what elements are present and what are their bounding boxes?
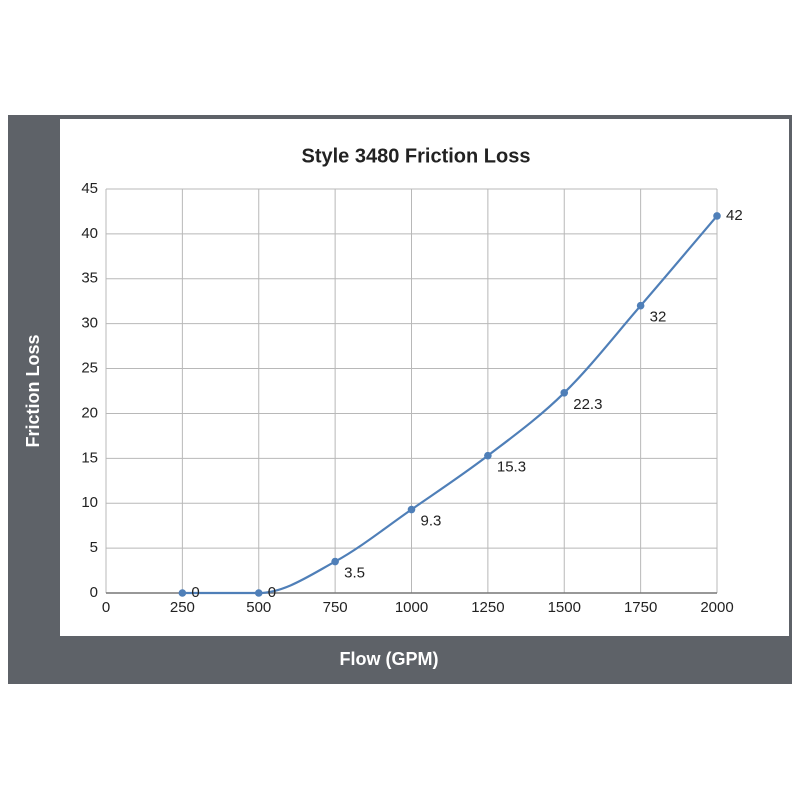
x-tick-label: 500 xyxy=(246,599,271,616)
x-tick-label: 750 xyxy=(323,599,348,616)
point xyxy=(331,557,339,566)
y-tick-label: 35 xyxy=(81,270,98,287)
x-tick-label: 1000 xyxy=(395,599,428,616)
chart-title: Style 3480 Friction Loss xyxy=(302,145,531,167)
point xyxy=(713,212,721,220)
y-tick-label: 25 xyxy=(81,360,98,377)
plot-panel xyxy=(60,119,789,636)
data-label: 32 xyxy=(650,309,667,326)
point xyxy=(636,301,645,310)
data-label: 0 xyxy=(268,584,276,601)
x-tick-label: 2000 xyxy=(700,599,733,616)
x-tick-label: 0 xyxy=(102,599,110,616)
y-tick-label: 45 xyxy=(81,180,98,197)
data-label: 0 xyxy=(191,584,199,601)
point xyxy=(254,589,263,597)
data-label: 3.5 xyxy=(344,565,365,582)
point xyxy=(484,451,492,460)
x-axis-title: Flow (GPM) xyxy=(340,649,439,669)
data-label: 15.3 xyxy=(497,459,526,476)
x-tick-label: 250 xyxy=(170,599,195,616)
y-tick-label: 15 xyxy=(81,449,98,466)
y-tick-label: 20 xyxy=(81,404,98,421)
data-label: 22.3 xyxy=(573,396,602,413)
data-label: 9.3 xyxy=(421,512,442,529)
y-tick-label: 30 xyxy=(81,315,98,332)
x-tick-label: 1250 xyxy=(471,599,504,616)
point xyxy=(178,589,187,597)
y-axis-title: Friction Loss xyxy=(23,334,43,447)
y-tick-label: 40 xyxy=(81,225,98,242)
y-tick-label: 10 xyxy=(81,494,98,511)
y-tick-label: 0 xyxy=(90,584,98,601)
point xyxy=(560,388,569,397)
point xyxy=(407,505,416,514)
x-tick-label: 1500 xyxy=(548,599,581,616)
data-label: 42 xyxy=(726,207,743,224)
x-tick-label: 1750 xyxy=(624,599,657,616)
y-tick-label: 5 xyxy=(90,539,98,556)
